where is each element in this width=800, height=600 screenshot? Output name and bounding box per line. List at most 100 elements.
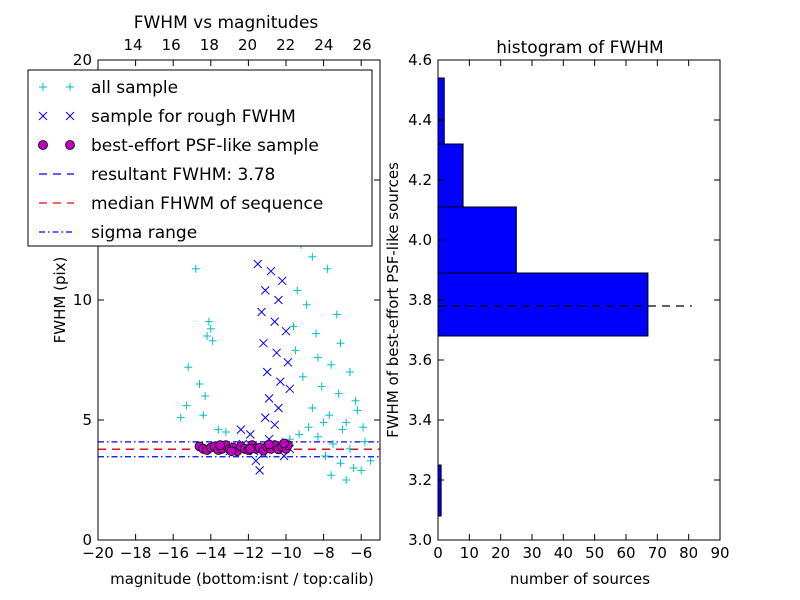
marker-stroke [274, 295, 283, 305]
histogram-bar [437, 77, 445, 145]
histogram-bar [437, 143, 464, 208]
data-point [182, 401, 191, 410]
left-y-axis-label: FWHM (pix) [51, 257, 69, 344]
legend-marker [38, 140, 48, 150]
data-point [308, 252, 317, 261]
data-point [260, 286, 270, 295]
data-point [236, 425, 246, 434]
marker-stroke [283, 358, 293, 367]
marker-stroke [285, 384, 295, 394]
marker-stroke [277, 276, 287, 286]
y-tick-label: 5 [82, 411, 92, 429]
data-point [351, 396, 360, 405]
data-point [317, 382, 326, 391]
marker-stroke [253, 259, 263, 269]
data-point [274, 403, 283, 413]
x-tick-label: −10 [270, 544, 302, 562]
data-point [255, 466, 265, 475]
data-point [357, 466, 366, 475]
data-point [270, 317, 280, 326]
legend-label: all sample [91, 78, 178, 98]
data-point [204, 317, 213, 326]
data-point [304, 423, 313, 432]
marker-stroke [65, 111, 75, 121]
data-point [329, 440, 337, 448]
marker-stroke [270, 420, 280, 430]
data-point [313, 353, 322, 362]
x-tick-label: 20 [491, 544, 510, 562]
marker-stroke [262, 367, 272, 377]
x-tick-label: 50 [585, 544, 604, 562]
legend-marker [39, 83, 47, 91]
x-tick-label: 30 [522, 544, 541, 562]
data-point [323, 264, 332, 273]
x-tick-label: −20 [82, 544, 114, 562]
data-point [360, 437, 369, 446]
data-point [176, 413, 185, 422]
x-tick-label: −14 [195, 544, 227, 562]
legend-label: best-effort PSF-like sample [91, 136, 319, 156]
marker-circle [245, 443, 256, 454]
legend-marker [66, 83, 74, 91]
data-point [281, 326, 291, 336]
data-point [214, 425, 223, 434]
y-tick-label: 3.2 [408, 471, 432, 489]
data-point [289, 322, 298, 331]
legend-marker [65, 111, 75, 121]
data-point [295, 430, 304, 439]
data-point [285, 384, 295, 394]
data-point [259, 338, 268, 348]
data-point [264, 439, 274, 450]
data-point [203, 332, 212, 340]
legend-marker [65, 140, 75, 150]
legend-label: sigma range [91, 223, 197, 243]
marker-stroke [281, 326, 291, 336]
data-point [332, 310, 341, 319]
data-point [272, 348, 281, 358]
marker-circle [264, 439, 274, 450]
y-tick-label: 10 [73, 291, 92, 309]
marker-circle [226, 446, 237, 457]
data-point [338, 425, 347, 434]
data-point [325, 411, 334, 420]
data-point [353, 406, 362, 415]
marker-stroke [38, 111, 48, 121]
histogram-bar [437, 206, 517, 274]
marker-circle [279, 438, 290, 449]
legend: all sample sample for rough FWHM best-effo… [27, 69, 373, 247]
marker-circle [215, 440, 226, 451]
marker-stroke [270, 317, 280, 326]
data-point [208, 336, 217, 345]
data-point [336, 339, 345, 348]
data-point [308, 404, 317, 412]
y-tick-label: 4.4 [408, 111, 432, 129]
data-point [191, 264, 200, 273]
legend-label: median FHWM of sequence [91, 194, 323, 214]
data-point [245, 443, 256, 454]
data-point [245, 430, 255, 439]
marker-stroke [272, 348, 281, 358]
data-point [359, 423, 368, 432]
y-tick-label: 0 [82, 531, 92, 549]
data-point [266, 266, 276, 276]
data-point [298, 372, 307, 381]
right-y-axis-label: FWHM of best-effort PSF-like sources [384, 162, 402, 438]
marker-stroke [274, 403, 283, 413]
data-point [302, 300, 311, 309]
data-point [336, 459, 345, 468]
data-point [342, 476, 351, 484]
data-point [327, 471, 336, 480]
y-tick-label: 3.4 [408, 411, 432, 429]
legend-marker [38, 111, 48, 121]
data-point [226, 446, 237, 457]
data-point [253, 259, 263, 269]
marker-stroke [251, 456, 261, 466]
data-point [270, 420, 280, 430]
data-point [201, 392, 210, 400]
marker-stroke [264, 394, 274, 403]
x-tick-label: 10 [460, 544, 479, 562]
data-point [345, 444, 354, 453]
x-tick-label: −8 [313, 544, 335, 562]
data-point [276, 377, 285, 386]
y-tick-label: 4.6 [408, 51, 432, 69]
